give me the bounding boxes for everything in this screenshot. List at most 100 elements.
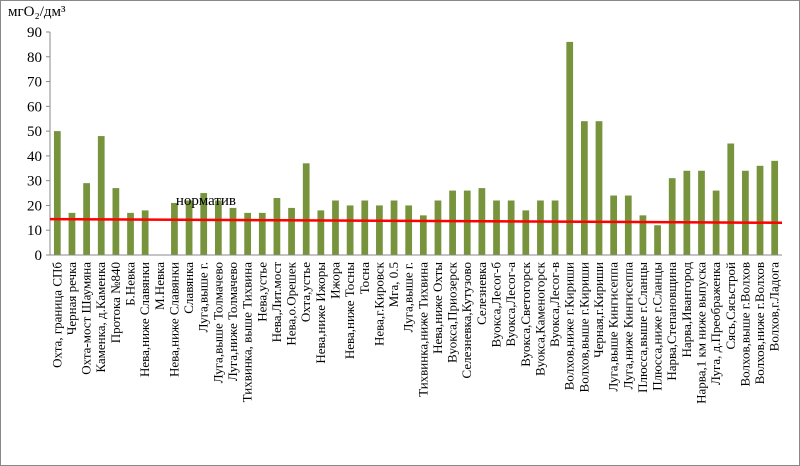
y-tick-label: 30	[27, 174, 42, 190]
x-tick-label: Черная речка	[64, 262, 79, 335]
y-tick-label: 90	[27, 25, 42, 41]
bar	[580, 121, 588, 255]
x-tick-label: Вуокса,Приозерск	[445, 261, 460, 363]
x-tick-label: Плюсса,ниже г.Сланцы	[650, 262, 665, 391]
bar	[332, 200, 339, 255]
x-tick-label: Волхов,г.Ладога	[767, 262, 782, 352]
x-tick-label: Вуокса,Лесог-а	[503, 262, 518, 347]
bar	[53, 131, 61, 255]
bar	[698, 170, 705, 255]
bar	[171, 202, 178, 255]
bar	[229, 207, 237, 255]
x-tick-label: Каменка, д.Каменка	[93, 262, 108, 373]
bar	[185, 200, 193, 255]
x-tick-label: Волхов,ниже г.Волхов	[752, 262, 767, 384]
bar	[376, 205, 383, 255]
bar	[244, 212, 252, 255]
bar	[361, 200, 369, 255]
x-tick-label: Нева,о.Орешек	[284, 261, 299, 345]
x-tick-label: Луга,выше Толмачево	[210, 262, 225, 383]
bar	[346, 205, 354, 255]
x-tick-label: Волхов,ниже г.Кириши	[562, 262, 577, 390]
bar	[288, 207, 295, 255]
bar	[405, 205, 413, 255]
bar	[742, 170, 749, 255]
bar	[668, 178, 676, 255]
x-tick-label: Протока №840	[108, 262, 123, 343]
y-tick-label: 70	[27, 75, 42, 91]
x-tick-label: Луга, д.Преображенка	[708, 262, 723, 385]
x-tick-label: Тихвинка, выше Тихвина	[240, 262, 255, 403]
bar	[610, 195, 618, 255]
bar	[771, 160, 779, 255]
bar	[683, 170, 691, 255]
bar	[463, 190, 471, 255]
bar	[756, 165, 764, 255]
bar	[624, 195, 632, 255]
x-tick-label: Сясь,Сясьстрой	[723, 262, 738, 350]
x-tick-label: Селезневка,Кутузово	[459, 262, 474, 378]
x-tick-label: Вуокса,Лесог-б	[489, 262, 504, 348]
bar	[317, 210, 325, 255]
x-tick-label: Б.Невка	[123, 262, 138, 306]
y-tick-label: 40	[27, 149, 42, 165]
x-tick-label: Охта-мост Шаумяна	[79, 262, 94, 375]
bar	[595, 121, 603, 255]
x-tick-label: Черная,г.Кириши	[591, 262, 606, 358]
x-tick-label: Волхов,выше г.Волхов	[737, 262, 752, 387]
bar	[390, 200, 398, 255]
bar	[419, 215, 427, 255]
bar	[727, 143, 735, 255]
bar	[112, 188, 120, 255]
y-tick-label: 80	[27, 50, 42, 66]
norm-label: норматив	[176, 193, 236, 209]
x-tick-label: Нева,ниже Охты	[430, 262, 445, 354]
x-tick-label: Нева,ниже Славянки	[166, 262, 181, 377]
x-tick-label: Охта,устье	[298, 262, 313, 322]
x-tick-label: Луга,ниже Кингисеппа	[620, 262, 635, 390]
x-tick-label: Вуокса,Каменогорск	[532, 261, 547, 376]
x-tick-label: Луга,ниже Толмачево	[225, 262, 240, 381]
x-tick-label: Нарва,Ивангород	[679, 262, 694, 358]
x-tick-label: Нева,ниже Ижоры	[313, 262, 328, 364]
bar	[127, 212, 134, 255]
bar	[522, 210, 530, 255]
bar	[273, 198, 281, 255]
x-tick-label: Вуокса,Светогорск	[518, 261, 533, 366]
x-tick-label: Нева,устье	[254, 262, 269, 322]
bar	[507, 200, 515, 255]
x-tick-label: Луга,выше г.	[401, 262, 416, 332]
x-tick-label: Мга, 0.5	[386, 262, 401, 307]
bar	[302, 163, 310, 255]
bar	[654, 225, 661, 255]
x-tick-label: Луга,выше Кингисеппа	[606, 262, 621, 392]
x-tick-label: Селезневка	[474, 262, 489, 325]
bar	[258, 212, 266, 255]
bar	[493, 200, 500, 255]
x-tick-label: Тосна	[357, 262, 372, 295]
bar	[566, 41, 574, 256]
x-tick-label: Плюсса,выше г.Сланцы	[635, 262, 650, 393]
x-tick-label: Тихвинка,ниже Тихвина	[415, 262, 430, 397]
x-tick-label: Волхов,выше г.Кириши	[576, 262, 591, 392]
bar	[639, 215, 647, 255]
y-tick-label: 50	[27, 124, 42, 140]
bar	[68, 212, 76, 255]
x-tick-label: Славянка	[181, 262, 196, 314]
y-tick-label: 10	[27, 223, 42, 239]
bar	[97, 136, 105, 255]
bar	[141, 210, 149, 255]
x-tick-label: Нева,ниже Славянки	[137, 262, 152, 377]
x-tick-label: Вуокса,Лесог-в	[547, 262, 562, 347]
x-tick-label: Луга,выше г.	[196, 262, 211, 332]
x-tick-label: М.Невка	[152, 262, 167, 310]
y-axis-title: мгO₂/дм³	[8, 4, 66, 20]
bar	[551, 200, 559, 255]
y-tick-label: 60	[27, 99, 42, 115]
x-tick-label: Охта, граница СПб	[49, 262, 64, 368]
bar	[434, 200, 442, 255]
x-tick-label: Нева,Лит.мост	[269, 262, 284, 343]
